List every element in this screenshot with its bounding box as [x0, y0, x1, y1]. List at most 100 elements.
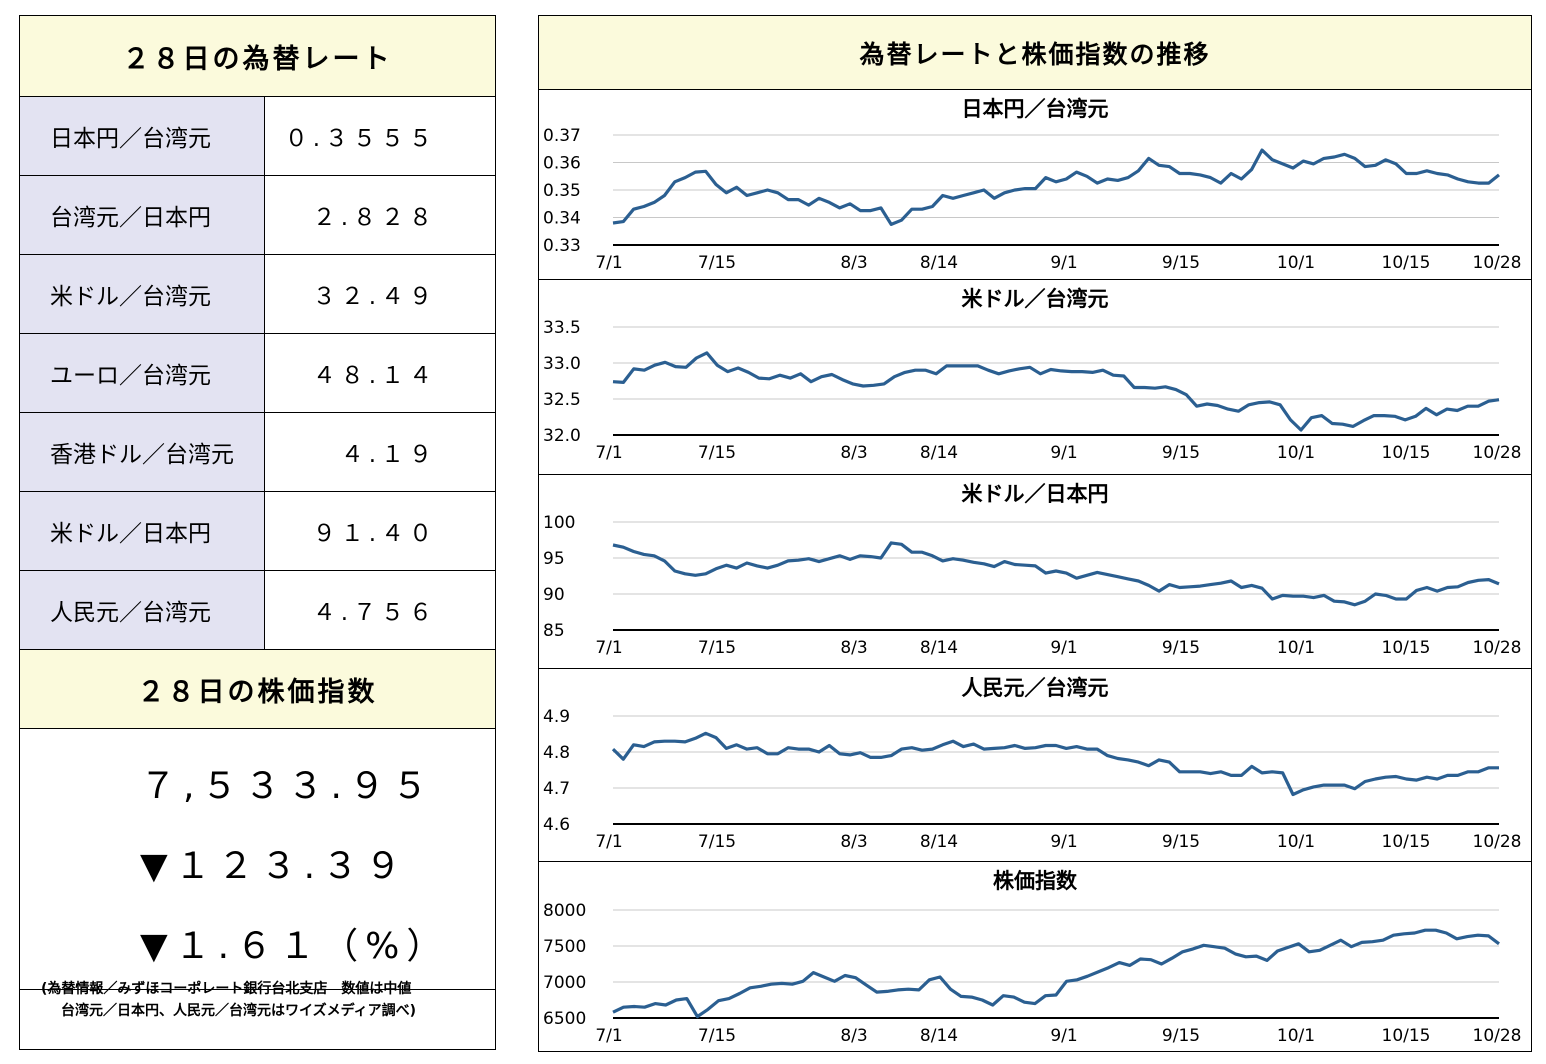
x-tick-label: 9/1 [1050, 253, 1077, 273]
x-tick-label: 9/15 [1162, 832, 1200, 852]
x-tick-label: 8/3 [840, 443, 867, 463]
trends-panel: 為替レートと株価指数の推移 日本円／台湾元 0.33 0.34 0.35 0.36 0.3… [538, 15, 1532, 1052]
stock-change-percent: ▼１.６１（%） [140, 926, 450, 967]
rate-value: ２.８２８ [264, 175, 495, 255]
stock-box: ７,５３３.９５ ▼１２３.３９ ▼１.６１（%） [20, 729, 495, 990]
x-tick-label: 8/14 [920, 253, 958, 273]
rates-panel: ２８日の為替レート 日本円／台湾元 ０.３５５５ 台湾元／日本円 ２.８２８ 米ドル／台… [19, 15, 496, 1050]
line-chart: 人民元／台湾元 4.6 4.7 4.8 4.9 7/1 7/15 8/3 8/14 9/1 9/15… [543, 676, 1522, 852]
line-chart: 米ドル／日本円 85 90 95 100 7/1 7/15 8/3 8/14 9/1 9/15 10/… [543, 482, 1522, 658]
y-tick-label: 7500 [543, 937, 586, 957]
x-tick-label: 10/15 [1382, 832, 1431, 852]
x-tick-label: 10/28 [1473, 832, 1522, 852]
rate-row: 日本円／台湾元 ０.３５５５ [20, 97, 495, 176]
x-tick-label: 10/15 [1382, 253, 1431, 273]
rate-value: ９１.４０ [264, 491, 495, 571]
y-tick-label: 0.35 [543, 181, 581, 201]
chart-title: 人民元／台湾元 [962, 676, 1109, 700]
rate-row: 米ドル／日本円 ９１.４０ [20, 491, 495, 571]
x-tick-label: 9/15 [1162, 443, 1200, 463]
series-line [612, 928, 1500, 1019]
x-tick-label: 10/28 [1473, 443, 1522, 463]
chart-panel: 米ドル／台湾元 32.0 32.5 33.0 33.5 7/1 7/15 8/3 8/14 9/1… [539, 279, 1531, 475]
rate-row: 台湾元／日本円 ２.８２８ [20, 175, 495, 255]
chart-panel: 株価指数 6500 7000 7500 8000 7/1 7/15 8/3 8/14 9/1 9/1… [539, 861, 1531, 1052]
y-tick-label: 0.36 [543, 154, 581, 174]
x-tick-label: 8/3 [840, 638, 867, 658]
x-tick-label: 7/1 [595, 253, 622, 273]
x-tick-label: 7/1 [595, 443, 622, 463]
x-tick-label: 8/3 [840, 832, 867, 852]
y-tick-label: 4.9 [543, 707, 570, 727]
x-tick-label: 7/15 [698, 1026, 736, 1046]
x-tick-label: 10/28 [1473, 253, 1522, 273]
rate-value: ４.７５６ [264, 570, 495, 650]
chart-panel: 人民元／台湾元 4.6 4.7 4.8 4.9 7/1 7/15 8/3 8/14 9/1 9/15… [539, 668, 1531, 862]
source-line-1: (為替情報／みずほコーポレート銀行台北支店 数値は中値 [41, 981, 412, 997]
y-tick-label: 33.5 [543, 318, 581, 338]
y-tick-label: 33.0 [543, 354, 581, 374]
y-tick-label: 7000 [543, 973, 586, 993]
x-tick-label: 8/14 [920, 638, 958, 658]
x-tick-label: 10/1 [1277, 1026, 1315, 1046]
rate-label: 米ドル／台湾元 [20, 254, 265, 334]
y-tick-label: 0.34 [543, 209, 581, 229]
chart-panel: 米ドル／日本円 85 90 95 100 7/1 7/15 8/3 8/14 9/1 9/15 10/… [539, 474, 1531, 669]
y-tick-label: 0.37 [543, 126, 581, 146]
x-tick-label: 9/1 [1050, 638, 1077, 658]
rate-value: ０.３５５５ [264, 97, 495, 176]
y-tick-label: 4.8 [543, 743, 570, 763]
rate-value: ４.１９ [264, 412, 495, 492]
y-tick-label: 32.5 [543, 390, 581, 410]
source-line-2: 台湾元／日本円、人民元／台湾元はワイズメディア調べ) [61, 1003, 416, 1019]
x-tick-label: 10/1 [1277, 443, 1315, 463]
chart-title: 日本円／台湾元 [962, 97, 1109, 121]
chart-panel: 日本円／台湾元 0.33 0.34 0.35 0.36 0.37 7/1 7/15 8/3 8/1… [539, 89, 1531, 280]
y-tick-label: 95 [543, 549, 565, 569]
x-tick-label: 8/14 [920, 832, 958, 852]
x-tick-label: 8/3 [840, 253, 867, 273]
x-tick-label: 7/1 [595, 832, 622, 852]
y-tick-label: 8000 [543, 901, 586, 921]
line-chart: 株価指数 6500 7000 7500 8000 7/1 7/15 8/3 8/14 9/1 9/1… [543, 869, 1522, 1046]
x-tick-label: 9/15 [1162, 1026, 1200, 1046]
rate-value: ４８.１４ [264, 333, 495, 413]
y-tick-label: 90 [543, 585, 565, 605]
x-tick-label: 7/1 [595, 638, 622, 658]
stock-title: ２８日の株価指数 [20, 650, 495, 729]
x-tick-label: 10/1 [1277, 253, 1315, 273]
rate-row: 人民元／台湾元 ４.７５６ [20, 570, 495, 650]
x-tick-label: 9/1 [1050, 443, 1077, 463]
rates-title: ２８日の為替レート [20, 16, 495, 97]
stock-change: ▼１２３.３９ [140, 846, 409, 887]
x-tick-label: 10/15 [1382, 443, 1431, 463]
stock-value: ７,５３３.９５ [140, 766, 435, 807]
series-line [611, 731, 1499, 797]
chart-title: 株価指数 [993, 869, 1078, 893]
x-tick-label: 7/15 [698, 253, 736, 273]
y-tick-label: 4.6 [543, 815, 570, 835]
rate-label: 米ドル／日本円 [20, 491, 265, 571]
rate-row: 香港ドル／台湾元 ４.１９ [20, 412, 495, 492]
rate-label: 香港ドル／台湾元 [20, 412, 265, 492]
series-line [612, 148, 1500, 226]
y-tick-label: 100 [543, 513, 575, 533]
rate-value: ３２.４９ [264, 254, 495, 334]
rate-label: 日本円／台湾元 [20, 97, 265, 176]
x-tick-label: 7/15 [698, 832, 736, 852]
x-tick-label: 8/14 [920, 443, 958, 463]
x-tick-label: 7/1 [595, 1026, 622, 1046]
rate-row: ユーロ／台湾元 ４８.１４ [20, 333, 495, 413]
y-tick-label: 6500 [543, 1009, 586, 1029]
x-tick-label: 10/1 [1277, 832, 1315, 852]
x-tick-label: 9/1 [1050, 832, 1077, 852]
x-tick-label: 9/1 [1050, 1026, 1077, 1046]
series-line [612, 351, 1500, 432]
x-tick-label: 10/1 [1277, 638, 1315, 658]
rates-table: 日本円／台湾元 ０.３５５５ 台湾元／日本円 ２.８２８ 米ドル／台湾元 ３２.４９ ユーロ… [20, 97, 495, 650]
x-tick-label: 7/15 [698, 638, 736, 658]
source-note: (為替情報／みずほコーポレート銀行台北支店 数値は中値 台湾元／日本円、人民元／… [19, 978, 496, 1022]
x-tick-label: 8/3 [840, 1026, 867, 1046]
y-tick-label: 0.33 [543, 236, 581, 256]
x-tick-label: 10/28 [1473, 638, 1522, 658]
